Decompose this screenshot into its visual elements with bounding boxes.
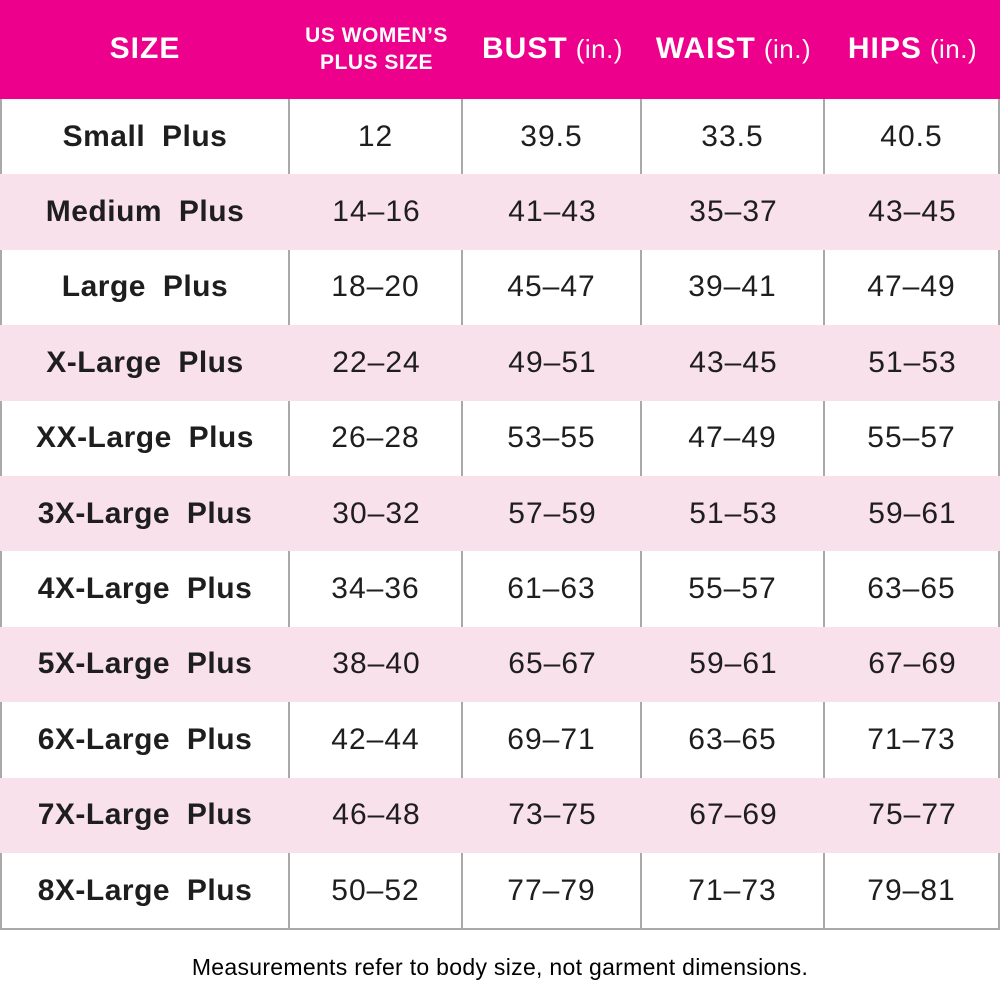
cell-waist: 33.5 <box>642 99 825 175</box>
table-row: Large Plus 18–20 45–47 39–41 47–49 <box>0 249 1000 326</box>
cell-size: 8X-Large Plus <box>0 852 290 929</box>
table-row: 6X-Large Plus 42–44 69–71 63–65 71–73 <box>0 702 1000 778</box>
measurement-disclaimer: Measurements refer to body size, not gar… <box>191 954 809 981</box>
header-label-us-line1: US WOMEN’S <box>305 24 448 48</box>
header-cell-waist: WAIST (in.) <box>642 0 825 99</box>
table-row: X-Large Plus 22–24 49–51 43–45 51–53 <box>0 325 1000 401</box>
cell-size: Medium Plus <box>45 195 245 229</box>
table-body: Small Plus 12 39.5 33.5 40.5 Medium Plus… <box>0 99 1000 931</box>
cell-size: Small Plus <box>0 99 290 175</box>
table-row: 7X-Large Plus 46–48 73–75 67–69 75–77 <box>0 777 1000 853</box>
table-row: XX-Large Plus 26–28 53–55 47–49 55–57 <box>0 400 1000 476</box>
table-header-row: SIZE US WOMEN’S PLUS SIZE BUST (in.) WAI… <box>0 0 1000 99</box>
header-cell-hips: HIPS (in.) <box>825 0 1000 99</box>
header-unit-bust: (in.) <box>575 34 623 65</box>
cell-bust: 77–79 <box>463 852 642 929</box>
header-label-hips: HIPS <box>847 32 922 66</box>
header-unit-waist: (in.) <box>763 34 812 65</box>
header-unit-hips: (in.) <box>929 34 978 65</box>
header-label-us-line2: PLUS SIZE <box>319 50 434 74</box>
cell-us-plus-size: 12 <box>290 99 463 175</box>
cell-us-plus-size: 26–28 <box>290 400 463 476</box>
cell-size: 6X-Large Plus <box>0 702 290 778</box>
cell-size: 7X-Large Plus <box>37 798 253 832</box>
header-cell-us-plus-size: US WOMEN’S PLUS SIZE <box>290 0 463 99</box>
header-cell-size: SIZE <box>0 0 290 99</box>
cell-waist: 35–37 <box>689 195 778 229</box>
cell-bust: 65–67 <box>508 647 597 681</box>
header-label-waist: WAIST <box>655 32 756 66</box>
cell-bust: 57–59 <box>508 496 597 530</box>
table-row: 5X-Large Plus 38–40 65–67 59–61 67–69 <box>0 626 1000 703</box>
table-row: 8X-Large Plus 50–52 77–79 71–73 79–81 <box>0 852 1000 929</box>
cell-us-plus-size: 34–36 <box>290 551 463 627</box>
cell-hips: 40.5 <box>825 99 1000 175</box>
cell-hips: 71–73 <box>825 702 1000 778</box>
cell-bust: 73–75 <box>508 798 597 832</box>
cell-waist: 71–73 <box>642 852 825 929</box>
cell-size: Large Plus <box>0 249 290 326</box>
cell-hips: 67–69 <box>868 647 957 681</box>
cell-waist: 63–65 <box>642 702 825 778</box>
cell-hips: 43–45 <box>868 195 957 229</box>
cell-hips: 55–57 <box>825 400 1000 476</box>
cell-bust: 53–55 <box>463 400 642 476</box>
cell-us-plus-size: 38–40 <box>332 647 421 681</box>
cell-waist: 67–69 <box>689 798 778 832</box>
cell-bust: 61–63 <box>463 551 642 627</box>
cell-size: X-Large Plus <box>46 345 244 379</box>
cell-us-plus-size: 42–44 <box>290 702 463 778</box>
cell-us-plus-size: 18–20 <box>290 249 463 326</box>
cell-us-plus-size: 50–52 <box>290 852 463 929</box>
table-row: Medium Plus 14–16 41–43 35–37 43–45 <box>0 174 1000 250</box>
cell-us-plus-size: 46–48 <box>332 798 421 832</box>
cell-hips: 59–61 <box>868 496 957 530</box>
cell-size: XX-Large Plus <box>0 400 290 476</box>
cell-hips: 51–53 <box>868 345 957 379</box>
table-row: 4X-Large Plus 34–36 61–63 55–57 63–65 <box>0 551 1000 627</box>
cell-waist: 43–45 <box>689 345 778 379</box>
header-cell-bust: BUST (in.) <box>463 0 642 99</box>
cell-waist: 47–49 <box>642 400 825 476</box>
cell-waist: 59–61 <box>689 647 778 681</box>
cell-us-plus-size: 14–16 <box>332 195 421 229</box>
cell-hips: 79–81 <box>825 852 1000 929</box>
cell-hips: 63–65 <box>825 551 1000 627</box>
cell-hips: 47–49 <box>825 249 1000 326</box>
cell-size: 3X-Large Plus <box>37 496 253 530</box>
cell-us-plus-size: 30–32 <box>332 496 421 530</box>
cell-bust: 69–71 <box>463 702 642 778</box>
cell-bust: 41–43 <box>508 195 597 229</box>
cell-size: 5X-Large Plus <box>37 647 253 681</box>
table-row: Small Plus 12 39.5 33.5 40.5 <box>0 99 1000 175</box>
cell-waist: 55–57 <box>642 551 825 627</box>
cell-us-plus-size: 22–24 <box>332 345 421 379</box>
cell-waist: 39–41 <box>642 249 825 326</box>
cell-bust: 49–51 <box>508 345 597 379</box>
cell-hips: 75–77 <box>868 798 957 832</box>
cell-size: 4X-Large Plus <box>0 551 290 627</box>
cell-bust: 39.5 <box>463 99 642 175</box>
cell-bust: 45–47 <box>463 249 642 326</box>
table-row: 3X-Large Plus 30–32 57–59 51–53 59–61 <box>0 475 1000 552</box>
size-chart-table: SIZE US WOMEN’S PLUS SIZE BUST (in.) WAI… <box>0 0 1000 931</box>
header-label-size: SIZE <box>109 32 181 66</box>
cell-waist: 51–53 <box>689 496 778 530</box>
header-label-bust: BUST <box>482 32 568 66</box>
